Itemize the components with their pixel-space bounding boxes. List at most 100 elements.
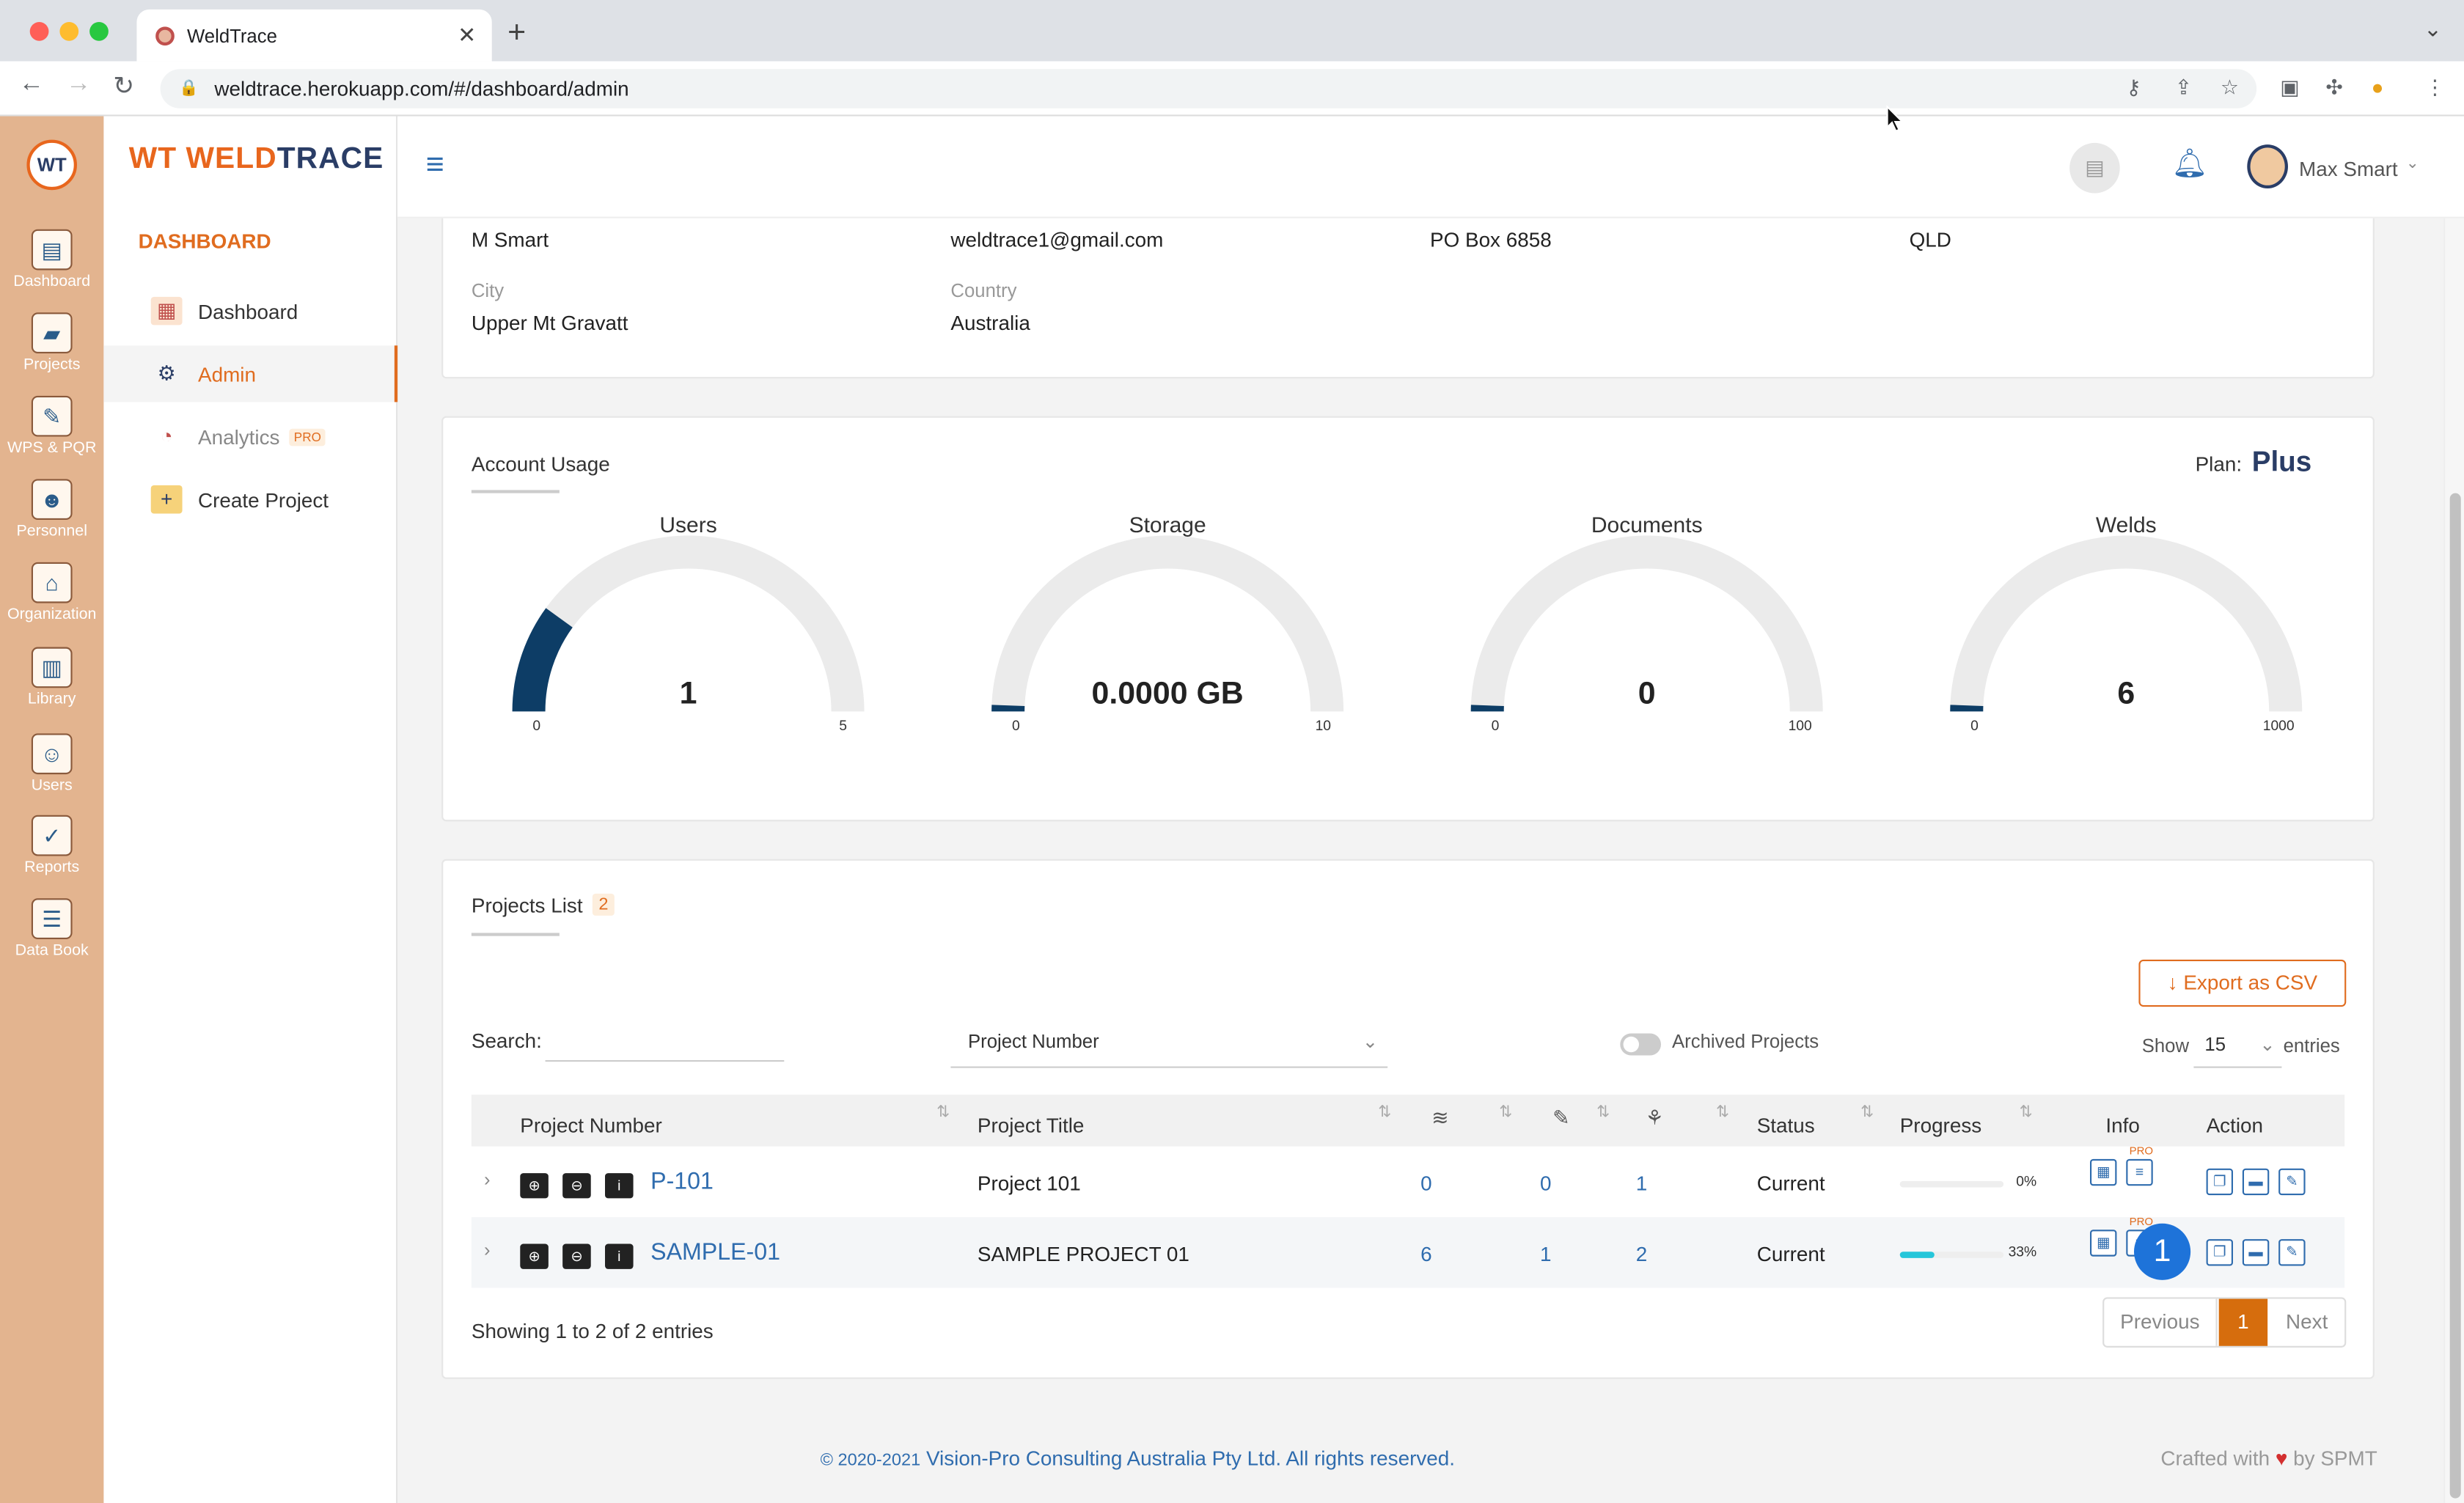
col-action: Action bbox=[2206, 1113, 2264, 1137]
col-status[interactable]: Status bbox=[1756, 1113, 1815, 1137]
personnel-count-link[interactable]: 2 bbox=[1635, 1242, 1648, 1266]
tag-count-link[interactable]: 0 bbox=[1540, 1172, 1552, 1196]
user-name[interactable]: Max Smart bbox=[2299, 157, 2398, 181]
reports-icon: ✓ bbox=[31, 815, 73, 856]
sort-icon[interactable]: ⇅ bbox=[1716, 1103, 1729, 1122]
rail-reports[interactable]: ✓ Reports bbox=[0, 815, 103, 876]
copy-button[interactable]: ❐ bbox=[2206, 1239, 2233, 1266]
col-project-title[interactable]: Project Title bbox=[977, 1113, 1085, 1137]
expand-box-icon[interactable]: ⊕ bbox=[520, 1243, 549, 1269]
minimize-window-button[interactable] bbox=[59, 21, 79, 41]
tag-count-link[interactable]: 1 bbox=[1540, 1242, 1552, 1266]
star-icon[interactable]: ☆ bbox=[2220, 75, 2239, 99]
page-1-button[interactable]: 1 bbox=[2218, 1298, 2268, 1346]
personnel-count-link[interactable]: 1 bbox=[1635, 1172, 1648, 1196]
close-tab-icon[interactable]: ✕ bbox=[458, 21, 477, 48]
info-box-icon[interactable]: i bbox=[605, 1173, 634, 1199]
expand-box-icon[interactable]: ⊕ bbox=[520, 1173, 549, 1199]
profile-icon[interactable]: ● bbox=[2371, 75, 2384, 99]
sort-icon[interactable]: ⇅ bbox=[1860, 1103, 1874, 1122]
export-csv-button[interactable]: ↓ Export as CSV bbox=[2138, 959, 2347, 1007]
sort-icon[interactable]: ⇅ bbox=[1378, 1103, 1392, 1122]
avatar[interactable] bbox=[2247, 144, 2288, 189]
rail-wps-pqr[interactable]: ✎ WPS & PQR bbox=[0, 395, 103, 457]
archive-button[interactable]: ▬ bbox=[2242, 1239, 2270, 1266]
chevron-down-icon[interactable]: ⌄ bbox=[2405, 155, 2419, 173]
rail-users[interactable]: ☺ Users bbox=[0, 733, 103, 795]
forward-icon[interactable]: → bbox=[66, 70, 92, 98]
sort-icon[interactable]: ⇅ bbox=[936, 1103, 950, 1122]
rail-organization[interactable]: ⌂ Organization bbox=[0, 562, 103, 623]
previous-page-button[interactable]: Previous bbox=[2104, 1298, 2218, 1346]
heart-icon: ♥ bbox=[2275, 1446, 2288, 1471]
sidebar-item-create-project[interactable]: + Create Project bbox=[103, 471, 397, 528]
info-calendar-button[interactable]: ▦ bbox=[2090, 1230, 2117, 1257]
search-field-select[interactable]: Project Number ⌄ bbox=[950, 1024, 1388, 1068]
archived-toggle[interactable] bbox=[1620, 1033, 1661, 1056]
personnel-column-icon[interactable]: ⚘ bbox=[1645, 1106, 1664, 1130]
pagination: Previous 1 Next bbox=[2102, 1297, 2347, 1348]
sort-icon[interactable]: ⇅ bbox=[1596, 1103, 1610, 1122]
next-page-button[interactable]: Next bbox=[2286, 1309, 2328, 1334]
browser-tab[interactable]: WeldTrace ✕ bbox=[136, 9, 492, 62]
hamburger-icon[interactable]: ≡ bbox=[425, 147, 444, 183]
brand-logo: WT WELDTRACE bbox=[128, 142, 384, 176]
edit-button[interactable]: ✎ bbox=[2278, 1239, 2306, 1266]
favicon-icon bbox=[155, 26, 175, 45]
address-bar[interactable]: 🔒 weldtrace.herokuapp.com/#/dashboard/ad… bbox=[160, 69, 2257, 109]
page-size-select[interactable]: 15 ⌄ bbox=[2193, 1024, 2282, 1068]
reload-icon[interactable]: ↻ bbox=[113, 73, 135, 101]
rail-personnel[interactable]: ☻ Personnel bbox=[0, 479, 103, 540]
rail-data-book[interactable]: ☰ Data Book bbox=[0, 898, 103, 960]
projects-title: Projects List bbox=[471, 893, 583, 917]
info-box-icon[interactable]: i bbox=[605, 1243, 634, 1269]
sort-icon[interactable]: ⇅ bbox=[1499, 1103, 1513, 1122]
rail-projects[interactable]: ▰ Projects bbox=[0, 312, 103, 374]
back-icon[interactable]: ← bbox=[18, 70, 44, 98]
collapse-box-icon[interactable]: ⊖ bbox=[562, 1243, 591, 1269]
gauge-fill bbox=[1470, 705, 1504, 712]
new-tab-icon[interactable]: + bbox=[507, 15, 527, 51]
puzzle-icon[interactable]: ✣ bbox=[2325, 75, 2343, 99]
project-number-link[interactable]: P-101 bbox=[650, 1168, 714, 1196]
col-progress[interactable]: Progress bbox=[1899, 1113, 1982, 1137]
project-number-link[interactable]: SAMPLE-01 bbox=[650, 1239, 781, 1266]
sort-icon[interactable]: ⇅ bbox=[2019, 1103, 2033, 1122]
rail-dashboard[interactable]: ▤ Dashboard bbox=[0, 229, 103, 290]
rail-library[interactable]: ▥ Library bbox=[0, 647, 103, 708]
gauge-documents: Documents 0 0 100 bbox=[1459, 512, 1836, 787]
close-window-button[interactable] bbox=[29, 21, 49, 41]
sidebar-item-admin[interactable]: ⚙ Admin bbox=[103, 345, 398, 403]
tag-column-icon[interactable]: ✎ bbox=[1552, 1106, 1570, 1130]
maximize-window-button[interactable] bbox=[89, 21, 109, 41]
search-input[interactable] bbox=[545, 1024, 785, 1062]
document-icon[interactable]: ▤ bbox=[2069, 142, 2120, 194]
col-project-number[interactable]: Project Number bbox=[520, 1113, 662, 1137]
scrollbar-thumb[interactable] bbox=[2449, 493, 2461, 1499]
sidebar-item-analytics[interactable]: ◔ Analytics PRO bbox=[103, 408, 397, 465]
menu-icon[interactable]: ⋮ bbox=[2424, 75, 2446, 99]
archive-button[interactable]: ▬ bbox=[2242, 1168, 2270, 1196]
copy-button[interactable]: ❐ bbox=[2206, 1168, 2233, 1196]
info-calendar-button[interactable]: ▦ bbox=[2090, 1158, 2117, 1186]
sidebar-item-dashboard[interactable]: ▦ Dashboard bbox=[103, 283, 397, 339]
welds-count-link[interactable]: 6 bbox=[1420, 1242, 1432, 1266]
welds-column-icon[interactable]: ≋ bbox=[1431, 1106, 1449, 1130]
key-icon[interactable]: ⚷ bbox=[2126, 75, 2141, 99]
gauge-min: 0 bbox=[1491, 717, 1500, 734]
page-scrollbar[interactable] bbox=[2443, 218, 2464, 1503]
expand-row-icon[interactable]: › bbox=[484, 1168, 491, 1191]
info-report-button[interactable]: ≡ bbox=[2126, 1158, 2153, 1186]
expand-row-icon[interactable]: › bbox=[484, 1239, 491, 1262]
toggle-knob bbox=[1623, 1036, 1639, 1053]
archived-label: Archived Projects bbox=[1672, 1030, 1819, 1053]
detail-country: Australia bbox=[950, 311, 1030, 335]
extension-1-icon[interactable]: ▣ bbox=[2280, 75, 2300, 99]
tab-search-icon[interactable]: ⌄ bbox=[2423, 15, 2442, 41]
edit-button[interactable]: ✎ bbox=[2278, 1168, 2306, 1196]
collapse-box-icon[interactable]: ⊖ bbox=[562, 1173, 591, 1199]
url-text: weldtrace.herokuapp.com/#/dashboard/admi… bbox=[214, 76, 629, 101]
share-icon[interactable]: ⇪ bbox=[2174, 75, 2193, 99]
welds-count-link[interactable]: 0 bbox=[1420, 1172, 1432, 1196]
bell-icon[interactable]: 🔔︎ bbox=[2171, 147, 2208, 180]
